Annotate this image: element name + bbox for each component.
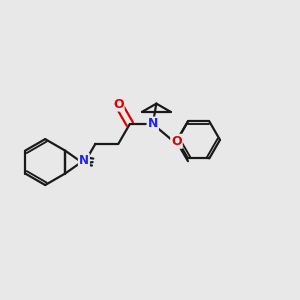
Text: N: N — [148, 118, 158, 130]
Text: O: O — [113, 98, 124, 111]
Text: N: N — [79, 154, 89, 167]
Text: O: O — [171, 135, 182, 148]
Text: N: N — [79, 157, 89, 170]
